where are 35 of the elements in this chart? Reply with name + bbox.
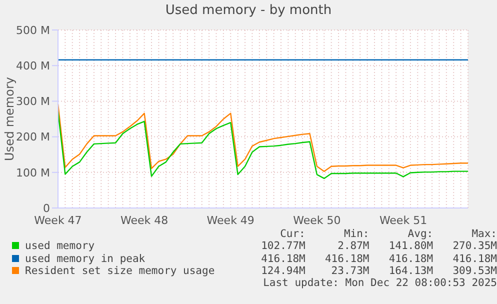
text: 416.18M	[452, 252, 497, 265]
legend-label: Resident set size memory usage	[24, 264, 216, 278]
text: 416.18M	[260, 252, 306, 265]
y-tick-label: 200 M	[16, 130, 50, 144]
y-tick-label: 400 M	[16, 60, 50, 73]
x-tick-label: Week 50	[293, 214, 341, 227]
text: Min:	[342, 228, 370, 240]
text: Cur:	[279, 228, 306, 240]
y-tick-label: 100 M	[16, 166, 50, 180]
text: 102.77M	[260, 240, 306, 253]
x-tick-label: Week 51	[379, 214, 428, 227]
y-tick-label: 500 M	[16, 24, 50, 37]
text: Last update: Mon Dec 22 08:00:53 2025	[262, 277, 497, 290]
text: 23.73M	[330, 264, 370, 278]
text: 416.18M	[388, 252, 434, 265]
legend-label: used memory	[24, 240, 96, 253]
text: 416.18M	[324, 252, 370, 265]
x-tick-label: Week 48	[120, 214, 168, 227]
text: 124.94M	[260, 264, 306, 278]
text: 309.53M	[452, 264, 497, 278]
line-series	[57, 103, 469, 172]
text: 2.87M	[336, 240, 370, 253]
text: Avg:	[406, 228, 434, 240]
text: Max:	[470, 228, 497, 240]
text: 270.35M	[452, 240, 497, 253]
x-tick-label: Week 47	[34, 214, 82, 227]
y-tick-label: 300 M	[16, 95, 50, 108]
legend-label: used memory in peak	[24, 252, 146, 265]
line-series	[57, 110, 469, 180]
y-axis-title: Used memory	[2, 77, 16, 161]
chart-title: Used memory - by month	[164, 3, 333, 18]
text: 164.13M	[388, 264, 434, 278]
y-tick-label: 0	[43, 202, 50, 215]
x-tick-label: Week 49	[206, 214, 254, 227]
text: 141.80M	[388, 240, 434, 253]
